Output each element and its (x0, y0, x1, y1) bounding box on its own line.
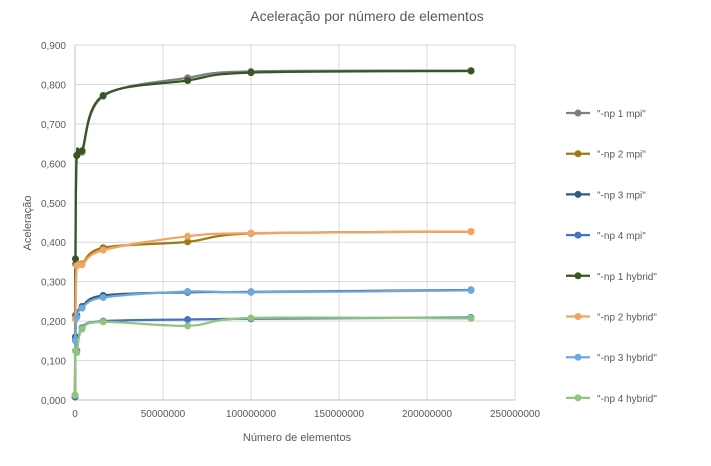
data-point (184, 232, 192, 240)
legend-item: "-np 3 hybrid" (566, 353, 657, 364)
series-line (73, 289, 472, 396)
data-point (247, 69, 255, 77)
legend-swatch-marker (574, 109, 582, 117)
data-point (73, 349, 81, 357)
y-tick-label: 0,600 (41, 159, 66, 170)
series-7 (71, 286, 475, 399)
legend-item: "-np 4 hybrid" (566, 394, 657, 405)
data-point (247, 229, 255, 237)
data-point (184, 77, 192, 84)
legend-label: "-np 1 mpi" (597, 109, 646, 120)
y-tick-label: 0,500 (41, 199, 66, 210)
data-point (99, 246, 107, 254)
data-point (73, 262, 81, 270)
data-point (78, 147, 86, 155)
x-tick-label: 150000000 (314, 409, 364, 420)
y-tick-label: 0,200 (41, 317, 66, 328)
legend-item: "-np 1 mpi" (566, 109, 646, 120)
legend-item: "-np 1 hybrid" (566, 272, 657, 283)
data-point (184, 238, 192, 246)
legend-swatch-marker (574, 353, 582, 361)
series-5 (71, 67, 475, 399)
plot-area (71, 67, 475, 401)
x-tick-label: 200000000 (402, 409, 452, 420)
legend-swatch-marker (574, 272, 582, 280)
series-8 (71, 314, 475, 399)
legend-label: "-np 4 mpi" (597, 231, 646, 242)
data-point (73, 313, 81, 321)
legend-swatch-marker (574, 394, 582, 402)
data-point (467, 286, 475, 294)
data-point (247, 314, 255, 322)
series-line (73, 288, 472, 397)
y-tick-label: 0,100 (41, 357, 66, 368)
legend-swatch-marker (574, 313, 582, 320)
y-tick-label: 0,900 (41, 41, 66, 52)
x-tick-label: 50000000 (141, 409, 186, 420)
legend-label: "-np 3 mpi" (597, 190, 646, 201)
x-tick-label: 0 (72, 409, 78, 420)
data-point (78, 304, 86, 312)
data-point (99, 91, 107, 99)
y-tick-label: 0,000 (41, 396, 66, 407)
data-point (78, 261, 86, 269)
series-6 (71, 228, 475, 399)
x-tick-label: 250000000 (490, 409, 540, 420)
data-point (73, 151, 81, 159)
legend-label: "-np 1 hybrid" (597, 272, 657, 283)
y-tick-label: 0,400 (41, 238, 66, 249)
legend-label: "-np 3 hybrid" (597, 353, 657, 364)
chart-title: Aceleração por número de elementos (250, 8, 483, 24)
data-point (71, 255, 79, 263)
series-line (73, 230, 472, 397)
legend-label: "-np 4 hybrid" (597, 394, 657, 405)
legend-item: "-np 3 mpi" (566, 190, 646, 201)
legend-item: "-np 2 mpi" (566, 150, 646, 161)
data-point (78, 325, 86, 333)
series-3 (71, 286, 475, 401)
axes: 0,000 0,100 0,200 0,300 0,400 0,500 0,600 0,700… (41, 41, 540, 420)
gridlines (75, 44, 516, 400)
y-tick-label: 0,700 (41, 120, 66, 131)
data-point (184, 322, 192, 330)
legend-label: "-np 2 hybrid" (597, 313, 657, 324)
series-4 (71, 314, 475, 401)
data-point (467, 228, 475, 236)
legend-swatch-marker (574, 190, 582, 198)
data-point (71, 391, 79, 399)
legend-label: "-np 2 mpi" (597, 150, 646, 161)
data-point (99, 293, 107, 301)
y-tick-label: 0,300 (41, 278, 66, 289)
legend-item: "-np 4 mpi" (566, 231, 646, 242)
data-point (184, 316, 192, 324)
series-2 (71, 228, 475, 401)
legend-item: "-np 2 hybrid" (566, 313, 657, 324)
legend: "-np 1 mpi" "-np 2 mpi" "-np 3 mpi" "-np 4 … (566, 109, 657, 405)
data-point (467, 67, 475, 75)
y-axis-title: Aceleração (22, 195, 34, 250)
data-point (247, 288, 255, 296)
series-line (73, 316, 472, 396)
legend-swatch-marker (574, 150, 582, 158)
data-point (184, 288, 192, 296)
data-point (99, 318, 107, 326)
y-tick-label: 0,800 (41, 80, 66, 91)
data-point (467, 314, 475, 322)
x-axis-title: Número de elementos (243, 432, 352, 444)
series-line (73, 316, 472, 397)
legend-swatch-marker (574, 231, 582, 239)
series-line (73, 230, 472, 396)
x-tick-label: 100000000 (226, 409, 276, 420)
